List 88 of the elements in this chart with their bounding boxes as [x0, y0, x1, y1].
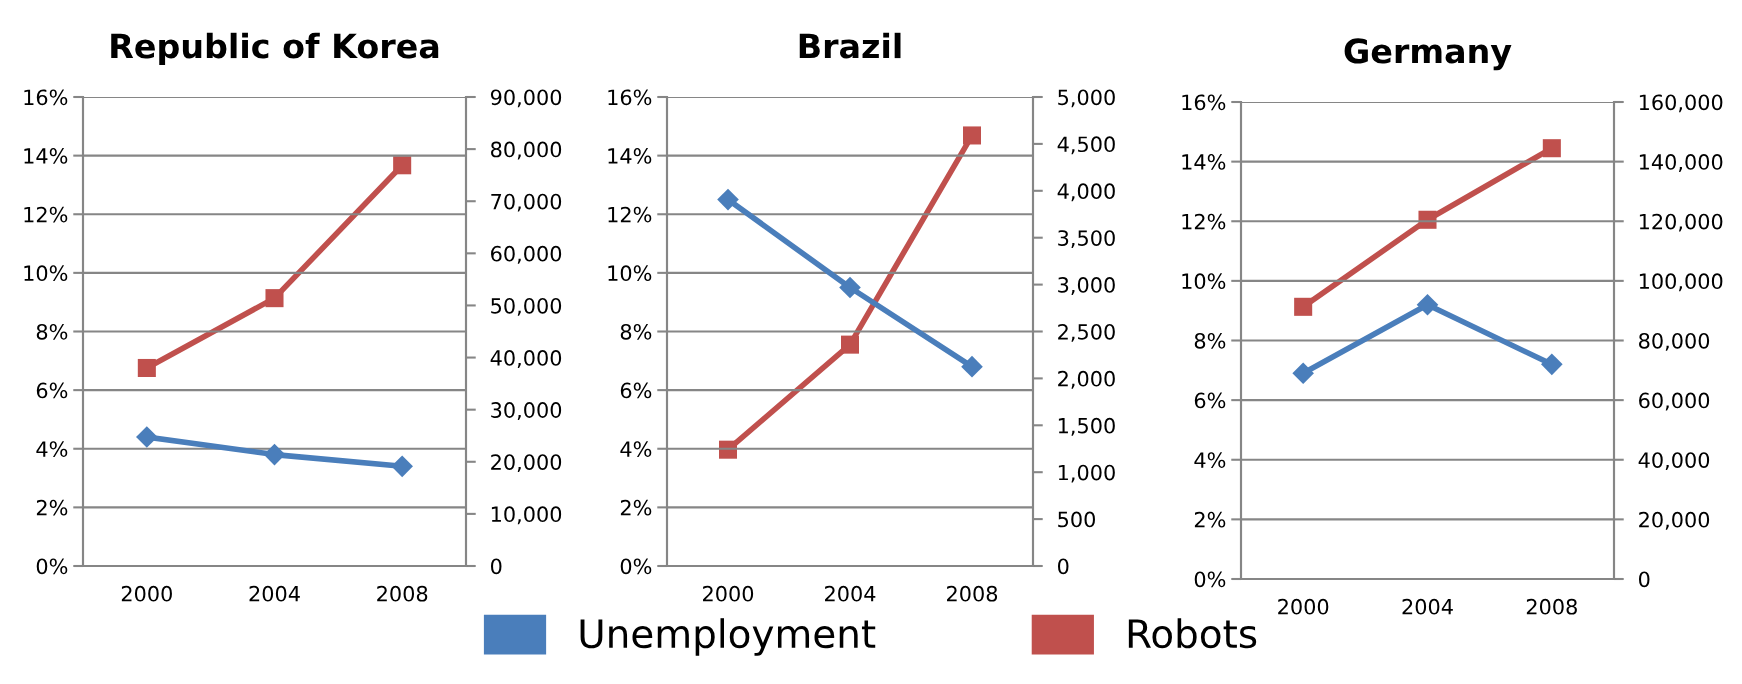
point: [393, 156, 412, 175]
y-tick-label: 10%: [24, 265, 68, 282]
y2-tick-label: 50,000: [491, 297, 562, 316]
y2-tick-label: 80,000: [1639, 332, 1710, 351]
point: [961, 355, 983, 378]
y2-tick-label: 4,000: [1057, 183, 1115, 202]
point: [1542, 139, 1561, 158]
y2-tick-label: 1,000: [1058, 464, 1115, 483]
point: [1418, 210, 1437, 229]
y2-tick-label: 0: [1638, 571, 1650, 588]
point: [1416, 293, 1439, 316]
y2-tick-label: 1,500: [1058, 417, 1115, 436]
y2-tick-label: 10,000: [491, 506, 562, 525]
point: [265, 289, 284, 308]
y-tick-label: 2%: [1194, 511, 1226, 528]
chart-title: Republic of Korea: [111, 32, 439, 66]
y-tick-label: 0%: [36, 558, 68, 575]
x-tick-label: 2004: [825, 585, 876, 602]
y-tick-label: 2%: [620, 499, 652, 516]
y2-tick-label: 20,000: [1639, 511, 1710, 530]
y-tick-label: 2%: [36, 499, 68, 516]
y2-tick-label: 120,000: [1639, 213, 1723, 232]
y-tick-label: 16%: [24, 89, 68, 106]
point: [1294, 297, 1313, 316]
y2-tick-label: 3,500: [1058, 230, 1115, 249]
y-tick-label: 8%: [620, 323, 652, 340]
y-tick-label: 4%: [620, 441, 652, 457]
chart-title: Brazil: [799, 32, 901, 59]
x-tick-label: 2008: [1526, 598, 1577, 615]
y2-tick-label: 40,000: [490, 350, 562, 368]
y2-tick-label: 90,000: [490, 89, 562, 108]
y2-tick-label: 0: [490, 558, 502, 575]
y-tick-label: 6%: [1194, 392, 1226, 409]
y-tick-label: 16%: [1182, 94, 1226, 111]
y2-tick-label: 4,500: [1057, 136, 1115, 155]
y-tick-label: 0%: [1194, 571, 1226, 588]
y2-tick-label: 5,000: [1058, 89, 1115, 108]
y2-tick-label: 60,000: [1639, 392, 1710, 411]
y-tick-label: 8%: [1194, 332, 1226, 349]
y-tick-label: 14%: [24, 148, 68, 164]
y-tick-label: 12%: [1182, 213, 1226, 230]
y-tick-label: 10%: [608, 265, 652, 282]
point: [1541, 353, 1563, 376]
point: [962, 126, 982, 145]
y2-tick-label: 100,000: [1639, 273, 1723, 292]
y2-tick-label: 80,000: [491, 141, 562, 160]
y-tick-label: 12%: [24, 206, 68, 223]
y2-tick-label: 3,000: [1058, 277, 1115, 295]
y-tick-label: 6%: [36, 382, 68, 399]
y2-tick-label: 2,000: [1058, 370, 1115, 389]
legend-label: Unemployment: [580, 618, 876, 656]
y-tick-label: 4%: [36, 441, 68, 457]
y2-tick-label: 60,000: [491, 245, 562, 264]
y2-tick-label: 140,000: [1639, 154, 1723, 172]
y-tick-label: 0%: [620, 558, 652, 575]
x-tick-label: 2008: [377, 585, 428, 602]
y2-tick-label: 30,000: [491, 402, 562, 420]
x-tick-label: 2004: [249, 585, 300, 602]
y-tick-label: 4%: [1194, 452, 1226, 468]
y2-tick-label: 70,000: [491, 193, 562, 212]
y-tick-label: 14%: [608, 148, 652, 164]
y-tick-label: 12%: [608, 206, 652, 223]
point: [391, 455, 413, 478]
point: [136, 426, 158, 448]
legend-label: Robots: [1128, 618, 1257, 649]
x-tick-label: 2000: [121, 585, 172, 602]
point: [263, 443, 286, 466]
point: [137, 358, 156, 378]
x-tick-label: 2004: [1402, 598, 1453, 615]
y2-tick-label: 500: [1058, 511, 1095, 528]
x-tick-label: 2000: [1278, 598, 1329, 615]
point: [839, 276, 861, 299]
y2-tick-label: 2,500: [1058, 323, 1115, 342]
y2-tick-label: 0: [1057, 558, 1069, 575]
y2-tick-label: 160,000: [1639, 94, 1723, 113]
x-tick-label: 2000: [703, 585, 754, 602]
y-tick-label: 16%: [608, 89, 652, 106]
chart-title: Germany: [1344, 38, 1512, 71]
point: [717, 188, 739, 211]
y2-tick-label: 20,000: [491, 454, 562, 473]
y-tick-label: 8%: [36, 323, 68, 340]
y2-tick-label: 40,000: [1638, 452, 1710, 471]
point: [840, 335, 860, 354]
y-tick-label: 10%: [1182, 273, 1226, 290]
point: [1292, 362, 1314, 385]
y-tick-label: 14%: [1182, 154, 1226, 170]
y-tick-label: 6%: [620, 382, 652, 399]
x-tick-label: 2008: [947, 585, 998, 602]
